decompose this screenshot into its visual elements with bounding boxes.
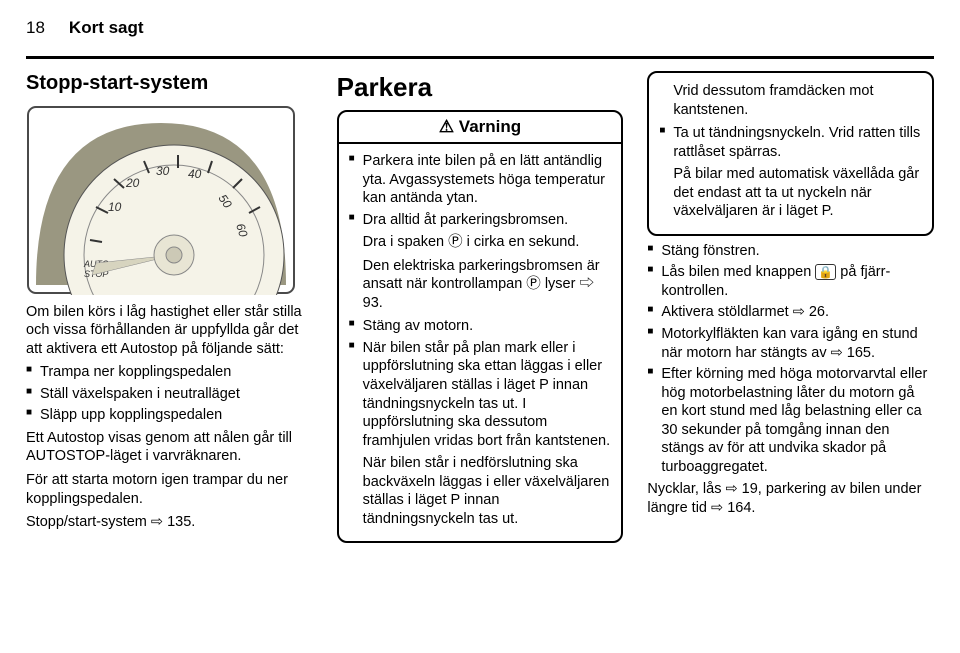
- cross-reference: Nycklar, lås ⇨ 19, parkering av bilen un…: [647, 480, 934, 517]
- indented-paragraph: Dra i spaken Ⓟ i cirka en sekund.: [349, 233, 612, 252]
- intro-paragraph: Om bilen körs i låg hastighet eller står…: [26, 303, 313, 359]
- bullet-item: Motorkylfläkten kan vara igång en stund …: [647, 325, 934, 362]
- bullet-item: Stäng fönstren.: [647, 242, 934, 261]
- svg-text:20: 20: [125, 176, 140, 190]
- bullet-item: När bilen står på plan mark eller i uppf…: [349, 339, 612, 450]
- indented-paragraph: När bilen står i nedförslutning ska back…: [349, 454, 612, 528]
- bullet-item: Dra alltid åt parkeringsbromsen.: [349, 211, 612, 230]
- bullet-item: Aktivera stöldlarmet ⇨ 26.: [647, 303, 934, 322]
- indented-paragraph: Den elektriska parkeringsbrom­sen är ans…: [349, 257, 612, 313]
- warning-box: ⚠ Varning Parkera inte bilen på en lätt …: [337, 110, 624, 543]
- column-middle: Parkera ⚠ Varning Parkera inte bilen på …: [337, 71, 624, 549]
- svg-text:30: 30: [156, 164, 170, 178]
- bullet-item: Trampa ner kopplingspedalen: [26, 363, 313, 382]
- indented-paragraph: Vrid dessutom framdäcken mot kantstenen.: [659, 82, 922, 119]
- bullet-item: Släpp upp kopplingspedalen: [26, 406, 313, 425]
- page-number: 18: [26, 18, 45, 38]
- section-heading-stop-start: Stopp-start-system: [26, 71, 313, 97]
- lock-icon: 🔒: [815, 264, 836, 280]
- cross-reference: Stopp/start-system ⇨ 135.: [26, 513, 313, 532]
- bullet-item: Efter körning med höga motorvarv­tal ell…: [647, 365, 934, 476]
- tachometer-illustration: 10 20 30 40 50 60 AUTO STOP: [26, 105, 296, 295]
- bullet-item: Lås bilen med knappen 🔒 på fjärr­kontrol…: [647, 263, 934, 300]
- bullet-item: Stäng av motorn.: [349, 317, 612, 336]
- warning-box-continued: Vrid dessutom framdäcken mot kantstenen.…: [647, 71, 934, 236]
- top-rule: [26, 56, 934, 59]
- svg-text:40: 40: [188, 167, 202, 181]
- paragraph: Ett Autostop visas genom att nålen går t…: [26, 429, 313, 466]
- chapter-title: Kort sagt: [69, 18, 144, 38]
- paragraph: För att starta motorn igen trampar du ne…: [26, 471, 313, 508]
- warning-title: ⚠ Varning: [339, 112, 622, 144]
- bullet-item: Ställ växelspaken i neutralläget: [26, 385, 313, 404]
- section-heading-parkera: Parkera: [337, 71, 624, 104]
- column-left: Stopp-start-system: [26, 71, 313, 549]
- bullet-item: Parkera inte bilen på en lätt an­tändlig…: [349, 152, 612, 208]
- bullet-item: Ta ut tändningsnyckeln. Vrid rat­ten til…: [659, 124, 922, 161]
- text-fragment: Lås bilen med knappen: [661, 264, 815, 280]
- indented-paragraph: På bilar med automatisk växel­låda går d…: [659, 165, 922, 221]
- column-right: Vrid dessutom framdäcken mot kantstenen.…: [647, 71, 934, 549]
- svg-text:10: 10: [108, 200, 122, 214]
